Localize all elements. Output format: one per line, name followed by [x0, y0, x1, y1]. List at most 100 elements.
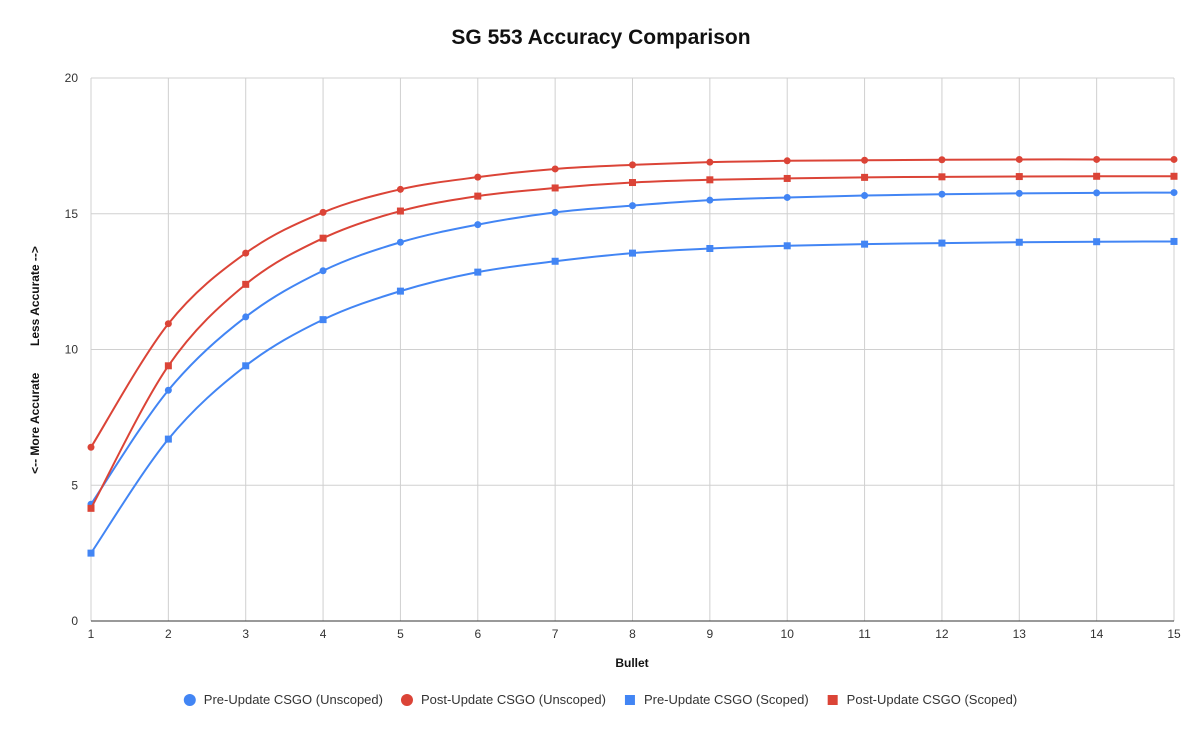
legend[interactable]: Pre-Update CSGO (Unscoped) Post-Update CS…	[183, 692, 1018, 707]
data-point-square	[319, 316, 327, 324]
data-point-circle	[474, 173, 482, 181]
data-point-circle	[319, 267, 327, 275]
data-point-square	[87, 504, 95, 512]
data-point-circle	[396, 185, 404, 193]
data-point-square	[551, 184, 559, 192]
data-point-square	[474, 192, 482, 200]
data-point-circle	[861, 156, 869, 164]
data-point-square	[319, 234, 327, 242]
chart-title: SG 553 Accuracy Comparison	[451, 26, 750, 49]
legend-square-marker	[827, 695, 838, 705]
data-point-circle	[551, 208, 559, 216]
series-layer	[87, 155, 1178, 557]
y-tick-label: 20	[65, 71, 79, 85]
data-point-circle	[629, 161, 636, 169]
x-tick-label: 2	[165, 627, 172, 641]
data-point-circle	[396, 238, 404, 246]
legend-label: Post-Update CSGO (Unscoped)	[421, 692, 606, 707]
x-tick-label: 11	[858, 627, 871, 641]
data-point-circle	[1170, 155, 1178, 163]
x-tick-label: 7	[552, 627, 559, 641]
x-tick-label: 12	[935, 627, 949, 641]
legend-item-1[interactable]: Pre-Update CSGO (Unscoped)	[183, 692, 383, 707]
data-point-circle	[242, 249, 250, 257]
data-point-square	[551, 257, 559, 265]
x-tick-label: 5	[397, 627, 404, 641]
data-point-square	[1093, 172, 1101, 180]
data-point-square	[1093, 238, 1101, 246]
x-tick-label: 3	[242, 627, 249, 641]
y-axis-title: <-- More Accurate Less Accurate -->	[28, 246, 42, 474]
data-point-square	[396, 207, 404, 215]
x-axis-title: Bullet	[615, 656, 648, 670]
data-point-square	[1015, 173, 1023, 181]
x-tick-label: 15	[1167, 627, 1181, 641]
x-tick-label: 13	[1013, 627, 1027, 641]
data-point-square	[706, 176, 714, 184]
data-point-square	[1170, 172, 1178, 180]
data-point-square	[242, 280, 250, 288]
data-point-circle	[629, 202, 636, 210]
data-point-circle	[938, 190, 946, 198]
data-point-square	[242, 362, 250, 370]
legend-label: Post-Update CSGO (Scoped)	[847, 692, 1018, 707]
data-point-square	[1015, 238, 1023, 246]
data-point-circle	[164, 320, 172, 328]
series-1	[87, 189, 1178, 508]
data-point-square	[164, 362, 172, 370]
legend-label: Pre-Update CSGO (Scoped)	[644, 692, 809, 707]
data-point-circle	[706, 196, 714, 204]
data-point-square	[861, 173, 869, 181]
data-point-square	[938, 173, 946, 181]
data-point-circle	[706, 158, 714, 166]
data-point-circle	[861, 192, 869, 200]
data-point-circle	[783, 157, 791, 165]
x-tick-label: 9	[707, 627, 714, 641]
legend-item-3[interactable]: Pre-Update CSGO (Scoped)	[624, 692, 809, 707]
data-point-circle	[1170, 189, 1178, 197]
data-point-square	[629, 249, 636, 257]
data-point-square	[706, 245, 714, 253]
series-3	[87, 237, 1178, 557]
legend-circle-marker	[183, 694, 196, 706]
data-point-square	[87, 549, 95, 557]
series-4	[87, 172, 1178, 512]
data-point-circle	[783, 193, 791, 201]
data-point-circle	[1093, 189, 1101, 197]
data-point-circle	[474, 221, 482, 229]
y-tick-label: 10	[65, 343, 79, 357]
data-point-square	[396, 287, 404, 295]
x-tick-label: 8	[629, 627, 636, 641]
x-tick-label: 10	[781, 627, 795, 641]
x-tick-label: 6	[474, 627, 481, 641]
legend-square-marker	[624, 695, 635, 705]
data-point-square	[474, 268, 482, 276]
legend-label: Pre-Update CSGO (Unscoped)	[204, 692, 383, 707]
data-point-square	[783, 174, 791, 182]
data-point-square	[1170, 237, 1178, 245]
x-tick-label: 4	[320, 627, 327, 641]
y-tick-label: 15	[65, 207, 79, 221]
data-point-circle	[1015, 155, 1023, 163]
data-point-square	[783, 242, 791, 250]
data-point-circle	[938, 156, 946, 164]
legend-item-4[interactable]: Post-Update CSGO (Scoped)	[827, 692, 1018, 707]
data-point-square	[629, 179, 636, 187]
legend-circle-marker	[400, 694, 413, 706]
data-point-circle	[242, 313, 250, 321]
legend-item-2[interactable]: Post-Update CSGO (Unscoped)	[400, 692, 606, 707]
data-point-square	[861, 240, 869, 248]
data-point-square	[164, 435, 172, 443]
x-tick-label: 14	[1090, 627, 1104, 641]
y-tick-label: 5	[71, 478, 78, 492]
data-point-square	[938, 239, 946, 247]
data-point-circle	[551, 165, 559, 173]
data-point-circle	[1093, 155, 1101, 163]
data-point-circle	[164, 386, 172, 394]
y-tick-label: 0	[71, 614, 78, 628]
x-tick-label: 1	[88, 627, 95, 641]
data-point-circle	[319, 208, 327, 216]
